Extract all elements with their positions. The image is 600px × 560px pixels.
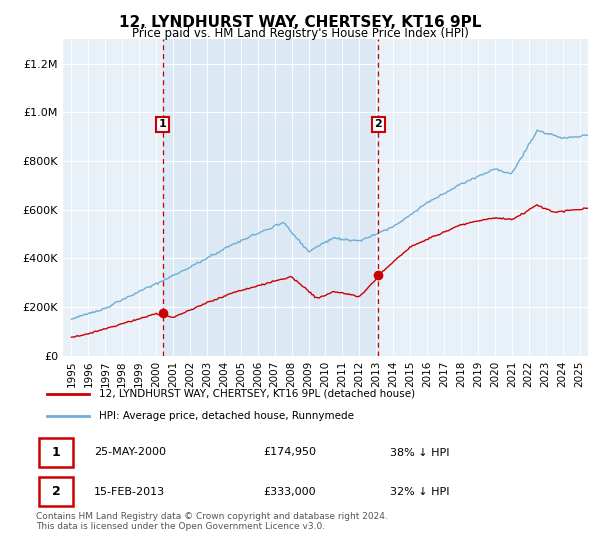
FancyBboxPatch shape (38, 477, 73, 506)
Text: 25-MAY-2000: 25-MAY-2000 (94, 447, 166, 458)
Text: 12, LYNDHURST WAY, CHERTSEY, KT16 9PL (detached house): 12, LYNDHURST WAY, CHERTSEY, KT16 9PL (d… (100, 389, 415, 399)
Text: 38% ↓ HPI: 38% ↓ HPI (390, 447, 449, 458)
Bar (163, 39, 379, 356)
Text: Contains HM Land Registry data © Crown copyright and database right 2024.
This d: Contains HM Land Registry data © Crown c… (36, 512, 388, 531)
Text: 32% ↓ HPI: 32% ↓ HPI (390, 487, 449, 497)
Text: £333,000: £333,000 (263, 487, 316, 497)
Text: 12, LYNDHURST WAY, CHERTSEY, KT16 9PL: 12, LYNDHURST WAY, CHERTSEY, KT16 9PL (119, 15, 481, 30)
Text: Price paid vs. HM Land Registry's House Price Index (HPI): Price paid vs. HM Land Registry's House … (131, 27, 469, 40)
Text: HPI: Average price, detached house, Runnymede: HPI: Average price, detached house, Runn… (100, 410, 355, 421)
Text: 2: 2 (52, 485, 61, 498)
Text: 2: 2 (374, 119, 382, 129)
Text: 1: 1 (52, 446, 61, 459)
Text: 1: 1 (159, 119, 166, 129)
Text: 15-FEB-2013: 15-FEB-2013 (94, 487, 165, 497)
FancyBboxPatch shape (38, 438, 73, 467)
Text: £174,950: £174,950 (263, 447, 316, 458)
